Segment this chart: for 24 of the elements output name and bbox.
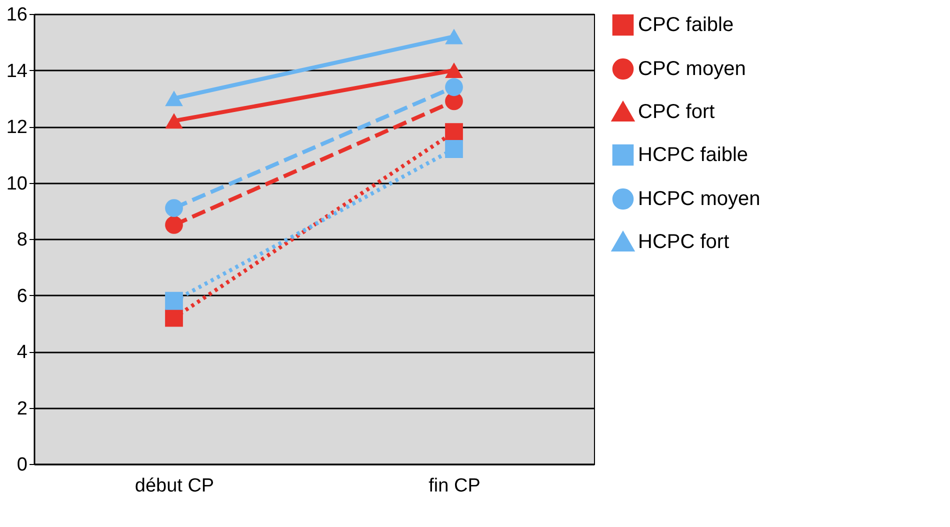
y-tick-label: 2 bbox=[16, 398, 28, 420]
point bbox=[445, 123, 463, 142]
legend-label: CPC moyen bbox=[638, 58, 746, 80]
legend-label: HCPC fort bbox=[638, 231, 730, 253]
y-tick-label: 6 bbox=[16, 286, 28, 307]
point bbox=[445, 140, 463, 158]
x-tick-label: début CP bbox=[134, 476, 214, 496]
y-tick-label: 12 bbox=[6, 117, 28, 138]
legend-label: CPC faible bbox=[638, 14, 734, 36]
y-tick-label: 0 bbox=[16, 454, 28, 476]
y-tick-label: 10 bbox=[6, 173, 28, 194]
point bbox=[165, 292, 183, 310]
legend-label: CPC fort bbox=[638, 101, 716, 123]
point bbox=[445, 78, 463, 96]
legend-label: HCPC faible bbox=[638, 144, 748, 166]
y-tick-label: 4 bbox=[16, 342, 28, 363]
y-tick-label: 16 bbox=[6, 4, 28, 26]
point bbox=[165, 308, 183, 327]
y-tick-label: 14 bbox=[6, 60, 28, 82]
x-tick-label: fin CP bbox=[428, 476, 480, 496]
point bbox=[165, 199, 183, 217]
legend-label: HCPC moyen bbox=[638, 188, 760, 210]
point bbox=[165, 216, 183, 234]
y-tick-label: 8 bbox=[16, 230, 28, 250]
